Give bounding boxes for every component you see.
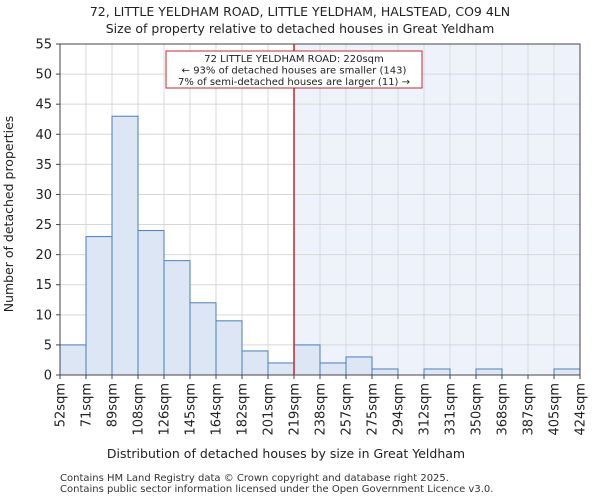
bar [423,368,451,376]
bar [241,350,269,376]
bar [85,236,113,376]
highlight-region [294,44,580,375]
x-tick-label: 275sqm [366,383,381,436]
x-tick-label: 312sqm [418,383,433,436]
x-tick-label: 257sqm [340,383,355,436]
x-tick-label: 145sqm [184,383,199,436]
y-axis-label: Number of detached properties [1,116,16,313]
annotation-text: 7% of semi-detached houses are larger (1… [178,77,410,88]
x-tick-label: 424sqm [574,383,589,436]
bar [293,344,321,376]
x-tick-label: 219sqm [288,383,303,436]
chart-subtitle: Size of property relative to detached ho… [105,21,495,36]
y-tick-label: 35 [35,158,52,173]
x-axis-label: Distribution of detached houses by size … [107,446,465,461]
bar [111,115,139,376]
x-tick-label: 126sqm [158,383,173,436]
footer-copyright: Contains HM Land Registry data © Crown c… [60,473,449,484]
y-tick-label: 20 [35,248,52,263]
bar [163,260,191,376]
x-tick-label: 294sqm [392,383,407,436]
bar [189,302,217,376]
annotation-box [165,50,423,89]
bar [59,344,87,376]
x-tick-label: 52sqm [54,383,69,427]
x-tick-label: 164sqm [210,383,225,436]
y-tick-label: 30 [35,188,52,203]
annotation-text: 72 LITTLE YELDHAM ROAD: 220sqm [204,54,384,65]
y-tick-label: 10 [35,308,52,323]
y-tick-label: 5 [44,338,52,353]
y-tick-label: 15 [35,278,52,293]
footer-licence: Contains public sector information licen… [60,484,494,495]
y-tick-label: 25 [35,218,52,233]
y-tick-label: 55 [35,38,52,53]
x-tick-label: 201sqm [262,383,277,436]
chart-title: 72, LITTLE YELDHAM ROAD, LITTLE YELDHAM,… [89,4,511,19]
x-tick-label: 350sqm [470,383,485,436]
y-tick-label: 0 [44,369,52,384]
x-tick-label: 405sqm [548,383,563,436]
x-tick-label: 108sqm [132,383,147,436]
x-tick-label: 387sqm [522,383,537,436]
y-tick-label: 45 [35,98,52,113]
bar [267,362,295,376]
x-tick-label: 368sqm [496,383,511,436]
bar [371,368,399,376]
bar [137,230,165,376]
bar [345,356,373,376]
x-tick-label: 331sqm [444,383,459,436]
bar [319,362,347,376]
x-tick-label: 182sqm [236,383,251,436]
x-tick-label: 238sqm [314,383,329,436]
bar [475,368,503,376]
y-tick-label: 50 [35,68,52,83]
bar [553,368,581,376]
y-tick-label: 40 [35,128,52,143]
x-tick-label: 71sqm [80,383,95,427]
annotation-text: ← 93% of detached houses are smaller (14… [182,66,407,77]
x-tick-label: 89sqm [106,383,121,427]
bar [215,320,243,376]
